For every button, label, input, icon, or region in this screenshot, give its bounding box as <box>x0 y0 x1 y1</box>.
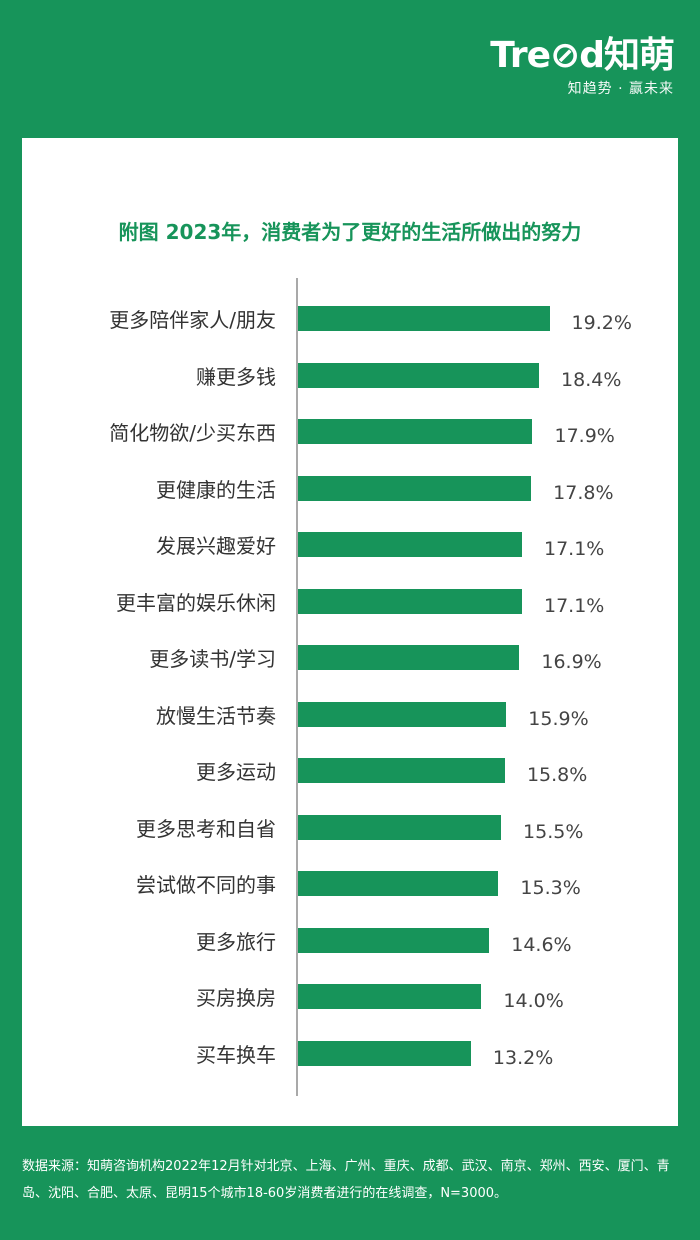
value-label: 17.8% <box>553 462 613 518</box>
value-label: 19.2% <box>572 292 632 348</box>
bar <box>298 984 481 1009</box>
bar <box>298 645 519 670</box>
value-label: 16.9% <box>541 631 601 687</box>
bar <box>298 306 550 331</box>
category-label: 买房换房 <box>196 970 276 1026</box>
bar-row: 尝试做不同的事 15.3% <box>22 857 678 913</box>
category-label: 放慢生活节奏 <box>156 688 276 744</box>
bar-row: 更多运动 15.8% <box>22 744 678 800</box>
value-label: 17.9% <box>554 405 614 461</box>
category-label: 简化物欲/少买东西 <box>109 405 276 461</box>
category-label: 更多旅行 <box>196 914 276 970</box>
bar-row: 更丰富的娱乐休闲 17.1% <box>22 575 678 631</box>
bar-row: 更多旅行 14.6% <box>22 914 678 970</box>
bar <box>298 589 522 614</box>
bar <box>298 702 506 727</box>
bar-row: 简化物欲/少买东西 17.9% <box>22 405 678 461</box>
bar <box>298 532 522 557</box>
value-label: 14.0% <box>503 970 563 1026</box>
bar-row: 买房换房 14.0% <box>22 970 678 1026</box>
bar-row: 更多思考和自省 15.5% <box>22 801 678 857</box>
brand-name: Tre⊘d知萌 <box>490 36 674 76</box>
value-label: 15.8% <box>527 744 587 800</box>
value-label: 13.2% <box>493 1027 553 1083</box>
category-label: 尝试做不同的事 <box>136 857 276 913</box>
category-label: 发展兴趣爱好 <box>156 518 276 574</box>
bar <box>298 815 501 840</box>
category-label: 赚更多钱 <box>196 349 276 405</box>
value-label: 15.5% <box>523 801 583 857</box>
bar <box>298 419 532 444</box>
bar <box>298 363 539 388</box>
chart-panel: 附图 2023年，消费者为了更好的生活所做出的努力 更多陪伴家人/朋友 19.2%… <box>22 138 678 1126</box>
source-note: 数据来源：知萌咨询机构2022年12月针对北京、上海、广州、重庆、成都、武汉、南… <box>22 1153 682 1207</box>
bar-row: 更多陪伴家人/朋友 19.2% <box>22 292 678 348</box>
category-label: 更多思考和自省 <box>136 801 276 857</box>
bar <box>298 1041 471 1066</box>
category-label: 更多读书/学习 <box>149 631 276 687</box>
value-label: 15.3% <box>520 857 580 913</box>
value-label: 18.4% <box>561 349 621 405</box>
bar-row: 更多读书/学习 16.9% <box>22 631 678 687</box>
bar <box>298 476 531 501</box>
bar <box>298 928 489 953</box>
category-label: 更多运动 <box>196 744 276 800</box>
bar-row: 赚更多钱 18.4% <box>22 349 678 405</box>
bar-row: 放慢生活节奏 15.9% <box>22 688 678 744</box>
brand-logo: Tre⊘d知萌 知趋势 · 赢未来 <box>490 36 674 98</box>
brand-tagline: 知趋势 · 赢未来 <box>490 78 674 98</box>
category-label: 买车换车 <box>196 1027 276 1083</box>
value-label: 17.1% <box>544 518 604 574</box>
category-label: 更多陪伴家人/朋友 <box>109 292 276 348</box>
bar-row: 发展兴趣爱好 17.1% <box>22 518 678 574</box>
bar <box>298 871 498 896</box>
chart-title: 附图 2023年，消费者为了更好的生活所做出的努力 <box>22 216 678 245</box>
value-label: 14.6% <box>511 914 571 970</box>
category-label: 更健康的生活 <box>156 462 276 518</box>
value-label: 17.1% <box>544 575 604 631</box>
bar-row: 买车换车 13.2% <box>22 1027 678 1083</box>
category-label: 更丰富的娱乐休闲 <box>116 575 276 631</box>
value-label: 15.9% <box>528 688 588 744</box>
bar-row: 更健康的生活 17.8% <box>22 462 678 518</box>
bar <box>298 758 505 783</box>
